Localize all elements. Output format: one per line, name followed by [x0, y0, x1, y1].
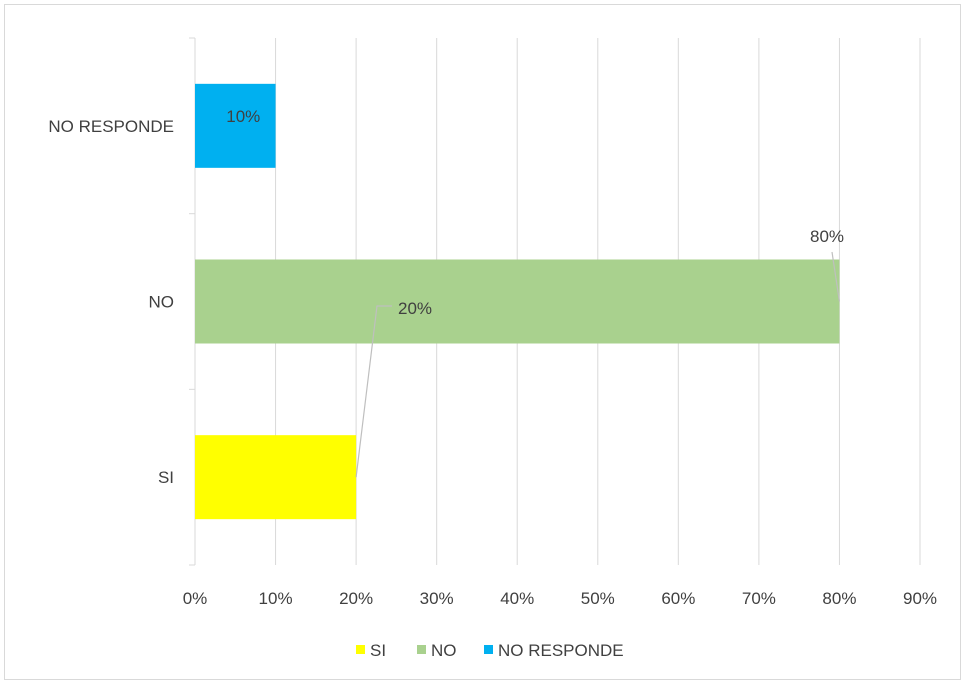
category-labels: SI NO NO RESPONDE	[48, 117, 174, 487]
bar-si	[195, 435, 357, 520]
bar-no	[195, 259, 840, 344]
x-tick-label: 10%	[259, 589, 293, 608]
x-tick-label: 60%	[661, 589, 695, 608]
category-label: NO RESPONDE	[48, 117, 174, 136]
x-tick-label: 80%	[822, 589, 856, 608]
data-label-no-responde: 10%	[226, 107, 260, 126]
legend-swatch	[484, 645, 493, 654]
data-label-si: 20%	[398, 299, 432, 318]
legend-swatch	[356, 645, 365, 654]
leader-line	[831, 251, 841, 302]
x-tick-label: 90%	[903, 589, 937, 608]
x-tick-label: 50%	[581, 589, 615, 608]
category-label: NO	[149, 293, 175, 312]
legend-label: SI	[370, 641, 386, 660]
leader-line	[355, 305, 392, 478]
legend-label: NO	[431, 641, 457, 660]
leader-lines	[355, 251, 841, 478]
legend-label: NO RESPONDE	[498, 641, 624, 660]
data-labels: 20% 80% 10%	[226, 107, 844, 318]
legend: SI NO NO RESPONDE	[356, 641, 624, 660]
data-label-no: 80%	[810, 227, 844, 246]
legend-swatch	[417, 645, 426, 654]
x-tick-label: 40%	[500, 589, 534, 608]
category-axis	[189, 37, 196, 566]
category-label: SI	[158, 468, 174, 487]
x-tick-label: 70%	[742, 589, 776, 608]
x-tick-label: 0%	[183, 589, 208, 608]
x-tick-label: 20%	[339, 589, 373, 608]
bar-no-responde	[195, 83, 276, 168]
x-tick-label: 30%	[420, 589, 454, 608]
x-axis-ticks: 0% 10% 20% 30% 40% 50% 60% 70% 80% 90%	[183, 589, 937, 608]
bars	[195, 83, 840, 520]
